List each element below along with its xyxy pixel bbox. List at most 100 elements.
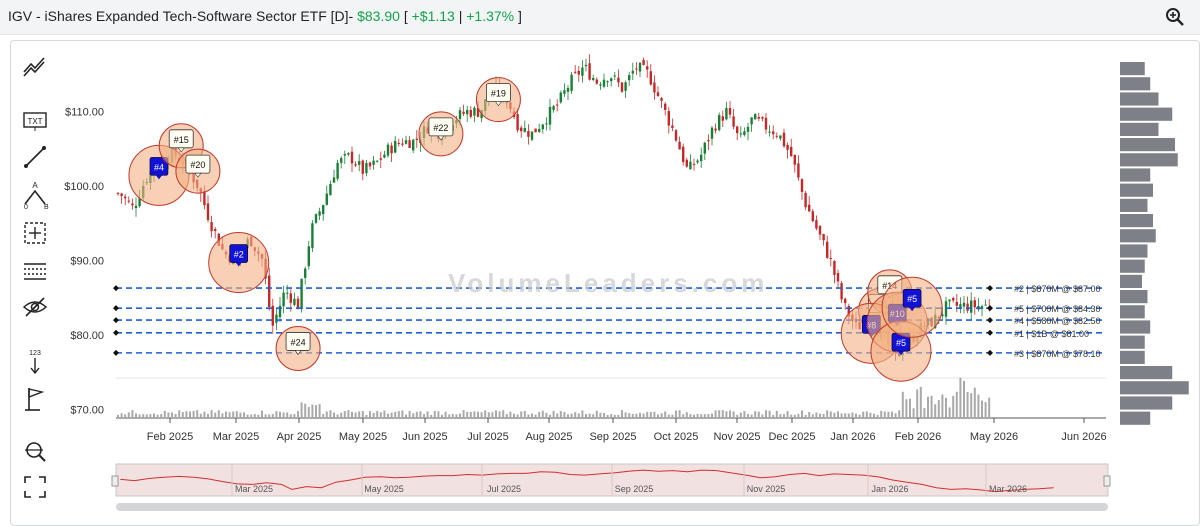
volume-bar [387, 413, 389, 418]
volume-bar [505, 414, 508, 418]
volume-bar [851, 412, 854, 418]
candle-body [624, 82, 627, 91]
volume-bar [207, 413, 209, 418]
candle-body [664, 103, 667, 110]
trend-lines-icon[interactable] [20, 54, 50, 84]
trade-marker-label: #22 [433, 123, 448, 133]
volume-bar [192, 410, 195, 418]
volume-bar [520, 411, 523, 418]
candle-body [548, 106, 552, 125]
volume-bar [401, 410, 404, 418]
volume-bar [873, 413, 875, 418]
candle-body [394, 140, 397, 153]
volume-bar [502, 410, 505, 418]
candle-body [412, 139, 415, 151]
candle-body [797, 163, 800, 178]
crosshair-icon[interactable] [20, 218, 50, 248]
candle-body [282, 292, 285, 307]
candle-body [592, 78, 595, 80]
volume-bar [246, 414, 249, 418]
svg-text:B: B [44, 204, 49, 210]
candle-body [948, 299, 951, 302]
volume-bar [772, 414, 775, 418]
candle-body [581, 67, 584, 76]
volume-profile-bar [1120, 320, 1151, 334]
volume-bar [480, 412, 483, 418]
candle-body [469, 109, 472, 117]
candle-body [347, 153, 350, 155]
volume-bar [909, 398, 911, 418]
candle-body [808, 204, 811, 212]
volume-bar [196, 410, 199, 418]
candle-body [973, 300, 976, 308]
volume-bar [318, 404, 321, 418]
volume-bar [408, 410, 411, 418]
volume-bar [574, 412, 577, 418]
volume-bar [559, 411, 562, 418]
candle-body [214, 229, 217, 231]
flag-marker-icon[interactable] [20, 384, 50, 414]
fullscreen-icon[interactable] [20, 472, 50, 502]
svg-text:TXT: TXT [27, 117, 42, 126]
text-tool-icon[interactable]: TXT [20, 106, 50, 136]
volume-bar [765, 410, 767, 418]
candle-body [829, 257, 832, 259]
trade-marker-pointer [294, 350, 302, 355]
volume-profile-bar [1120, 290, 1148, 304]
price-change-pct: +1.37% [466, 8, 515, 24]
chart-header: IGV - iShares Expanded Tech-Software Sec… [0, 0, 1200, 35]
candle-body [397, 143, 400, 145]
candle-body [746, 126, 750, 132]
y-tick-label: $70.00 [70, 405, 104, 417]
candle-body [206, 203, 210, 220]
volume-bar [930, 395, 933, 418]
trade-marker-pointer [909, 307, 916, 312]
volume-bar [815, 412, 818, 418]
volume-bar [354, 412, 357, 418]
volume-bar [333, 412, 335, 418]
volume-bar [477, 411, 479, 418]
abcd-pattern-icon[interactable]: A 0 B [20, 180, 50, 211]
candle-body [307, 246, 310, 267]
candle-body [574, 71, 577, 73]
volume-bar [981, 400, 983, 418]
watermark-text: VolumeLeaders.com [448, 268, 769, 298]
trade-marker-pointer [235, 262, 242, 267]
symbol-title: IGV - iShares Expanded Tech-Software Sec… [8, 8, 354, 24]
volume-bar [322, 414, 325, 418]
candle-body [408, 140, 411, 149]
volume-bar [621, 410, 623, 418]
volume-bar [829, 411, 832, 418]
volume-bar [498, 411, 501, 418]
volume-bar [145, 414, 148, 418]
volume-bar [898, 410, 901, 418]
trade-marker-pointer [155, 175, 162, 180]
candle-body [124, 196, 127, 199]
volume-bar [466, 411, 469, 418]
trade-marker-pointer [437, 135, 445, 141]
volume-bar [595, 410, 598, 418]
candle-body [772, 131, 775, 135]
trade-marker-label: #24 [291, 337, 306, 347]
volume-bar [336, 414, 339, 418]
candle-body [134, 205, 138, 209]
candle-body [725, 108, 728, 120]
zoom-search-icon[interactable] [20, 436, 50, 466]
candle-body [476, 108, 480, 117]
volume-bar [365, 414, 368, 418]
horizontal-scrollbar[interactable] [116, 503, 1108, 511]
hide-eye-icon[interactable] [20, 292, 50, 322]
zoom-in-icon[interactable] [1164, 6, 1186, 28]
volume-bar [894, 413, 897, 418]
fib-grid-icon[interactable] [20, 256, 50, 286]
candle-body [566, 87, 570, 92]
volume-profile-bar [1120, 244, 1148, 258]
measure-tool-icon[interactable]: 123 [20, 348, 50, 378]
candle-body [523, 128, 526, 132]
line-tool-icon[interactable] [20, 142, 50, 172]
volume-bar [826, 410, 829, 418]
volume-bar [891, 411, 893, 418]
candle-body [358, 161, 361, 165]
candle-body [379, 158, 382, 160]
